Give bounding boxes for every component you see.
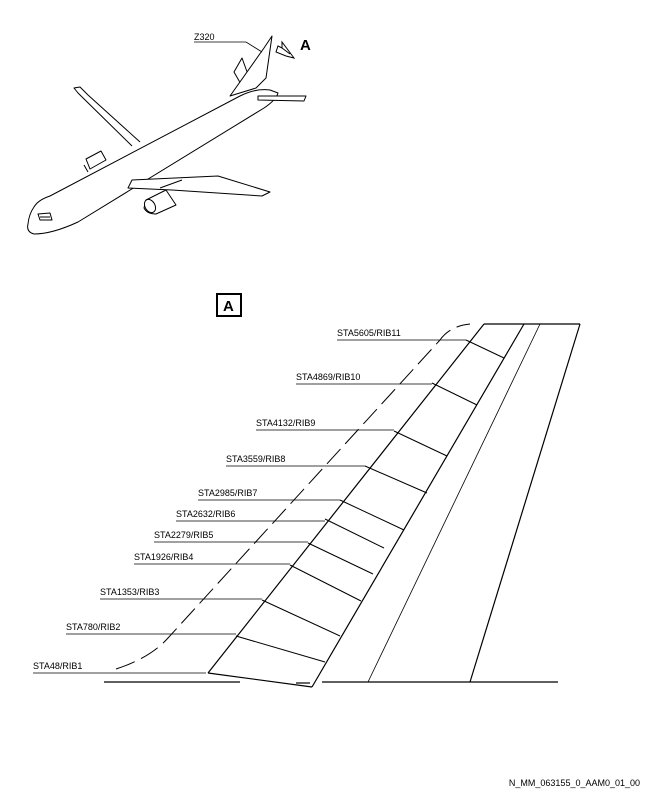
- ribs-layer: [236, 340, 504, 662]
- rib-line: [365, 466, 427, 493]
- rib-label: STA2985/RIB7: [198, 488, 257, 498]
- detail-tag: A: [223, 298, 234, 315]
- zone-leader-line: [194, 42, 262, 52]
- rib-line: [308, 543, 373, 574]
- footer-code: N_MM_063155_0_AAM0_01_00: [508, 778, 640, 788]
- rib-label: STA5605/RIB11: [337, 328, 401, 338]
- vertical-fin: [230, 36, 272, 96]
- aircraft-illustration: [28, 36, 306, 234]
- near-wing: [128, 176, 270, 196]
- rib-line: [466, 340, 504, 358]
- rib-label: STA48/RIB1: [33, 661, 82, 671]
- rib-line: [325, 519, 384, 548]
- rib-label: STA2632/RIB6: [176, 509, 235, 519]
- horizontal-stabilizer: [258, 96, 306, 101]
- rib-label: STA4869/RIB10: [296, 372, 360, 382]
- far-wing: [74, 87, 140, 146]
- rib-label: STA3559/RIB8: [226, 454, 285, 464]
- rib-label: STA780/RIB2: [66, 622, 120, 632]
- zone-label: Z320: [194, 32, 215, 42]
- rib-line: [394, 431, 447, 456]
- far-engine: [86, 151, 106, 169]
- view-arrow-icon: [276, 42, 294, 58]
- view-label: A: [300, 37, 311, 54]
- rib-label: STA2279/RIB5: [154, 530, 213, 540]
- rib-line: [290, 565, 361, 601]
- rib-line: [236, 636, 325, 662]
- rib-line: [432, 383, 477, 405]
- rib-line: [262, 600, 340, 636]
- detail-tag-box: [217, 294, 241, 316]
- rib-label: STA1926/RIB4: [134, 552, 193, 562]
- fuselage: [28, 90, 278, 234]
- rib-label: STA4132/RIB9: [256, 418, 315, 428]
- rib-labels-layer: STA5605/RIB11 STA4869/RIB10 STA4132/RIB9 ST…: [33, 328, 466, 673]
- rib-line: [340, 500, 404, 530]
- stabilizer-detail: [104, 324, 580, 687]
- rib-label: STA1353/RIB3: [100, 587, 159, 597]
